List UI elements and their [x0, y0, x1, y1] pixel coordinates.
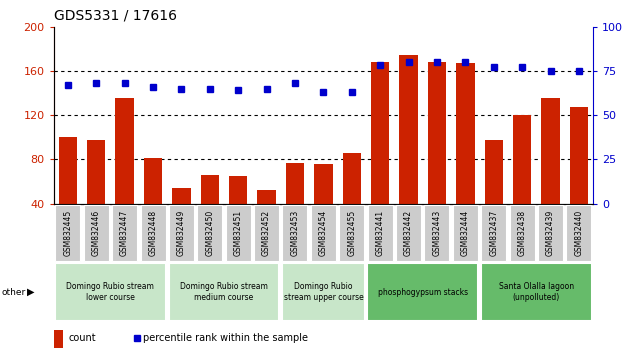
Text: other: other [1, 287, 25, 297]
Bar [485, 141, 503, 204]
Text: Domingo Rubio stream
medium course: Domingo Rubio stream medium course [180, 282, 268, 302]
Bar [570, 107, 588, 204]
Text: GSM832446: GSM832446 [91, 210, 101, 256]
Bar [144, 158, 162, 204]
Text: GSM832438: GSM832438 [517, 210, 527, 256]
Text: GSM832452: GSM832452 [262, 210, 271, 256]
FancyBboxPatch shape [481, 205, 506, 261]
Bar [456, 63, 475, 204]
FancyBboxPatch shape [254, 205, 279, 261]
FancyBboxPatch shape [141, 205, 165, 261]
Text: GSM832439: GSM832439 [546, 210, 555, 256]
Text: GSM832454: GSM832454 [319, 210, 328, 256]
Bar [54, 330, 63, 348]
Text: GSM832444: GSM832444 [461, 210, 470, 256]
FancyBboxPatch shape [56, 205, 80, 261]
Bar [229, 176, 247, 204]
FancyBboxPatch shape [226, 205, 251, 261]
Bar [541, 98, 560, 204]
Text: GSM832450: GSM832450 [205, 210, 215, 256]
FancyBboxPatch shape [367, 263, 478, 321]
Bar [371, 62, 389, 204]
Bar [115, 98, 134, 204]
FancyBboxPatch shape [396, 205, 421, 261]
FancyBboxPatch shape [538, 205, 563, 261]
Text: GSM832441: GSM832441 [375, 210, 385, 256]
Text: Domingo Rubio
stream upper course: Domingo Rubio stream upper course [283, 282, 363, 302]
FancyBboxPatch shape [425, 205, 449, 261]
Text: GSM832453: GSM832453 [290, 210, 300, 256]
Bar [59, 137, 77, 204]
Bar [172, 188, 191, 204]
Text: GSM832448: GSM832448 [148, 210, 158, 256]
Text: ▶: ▶ [27, 287, 35, 297]
Bar [428, 62, 446, 204]
FancyBboxPatch shape [55, 263, 166, 321]
FancyBboxPatch shape [453, 205, 478, 261]
Bar [343, 153, 361, 204]
Bar [201, 175, 219, 204]
Text: GSM832440: GSM832440 [574, 210, 584, 256]
FancyBboxPatch shape [368, 205, 392, 261]
Bar [87, 141, 105, 204]
FancyBboxPatch shape [510, 205, 534, 261]
Text: phosphogypsum stacks: phosphogypsum stacks [378, 287, 468, 297]
Bar [286, 162, 304, 204]
Bar [257, 190, 276, 204]
FancyBboxPatch shape [339, 205, 364, 261]
Text: GSM832443: GSM832443 [432, 210, 442, 256]
FancyBboxPatch shape [112, 205, 137, 261]
FancyBboxPatch shape [283, 205, 307, 261]
Text: Domingo Rubio stream
lower course: Domingo Rubio stream lower course [66, 282, 155, 302]
Text: GSM832437: GSM832437 [489, 210, 498, 256]
FancyBboxPatch shape [169, 205, 194, 261]
Text: GSM832451: GSM832451 [233, 210, 243, 256]
Text: GSM832449: GSM832449 [177, 210, 186, 256]
Text: GDS5331 / 17616: GDS5331 / 17616 [54, 9, 177, 23]
Text: GSM832442: GSM832442 [404, 210, 413, 256]
Text: Santa Olalla lagoon
(unpolluted): Santa Olalla lagoon (unpolluted) [498, 282, 574, 302]
FancyBboxPatch shape [198, 205, 222, 261]
Bar [513, 115, 531, 204]
Bar [314, 164, 333, 204]
FancyBboxPatch shape [168, 263, 280, 321]
Text: GSM832445: GSM832445 [63, 210, 73, 256]
FancyBboxPatch shape [282, 263, 365, 321]
Text: percentile rank within the sample: percentile rank within the sample [143, 333, 308, 343]
FancyBboxPatch shape [567, 205, 591, 261]
Bar [399, 55, 418, 204]
FancyBboxPatch shape [481, 263, 592, 321]
Text: GSM832447: GSM832447 [120, 210, 129, 256]
FancyBboxPatch shape [311, 205, 336, 261]
Text: GSM832455: GSM832455 [347, 210, 357, 256]
FancyBboxPatch shape [84, 205, 109, 261]
Text: count: count [69, 333, 97, 343]
